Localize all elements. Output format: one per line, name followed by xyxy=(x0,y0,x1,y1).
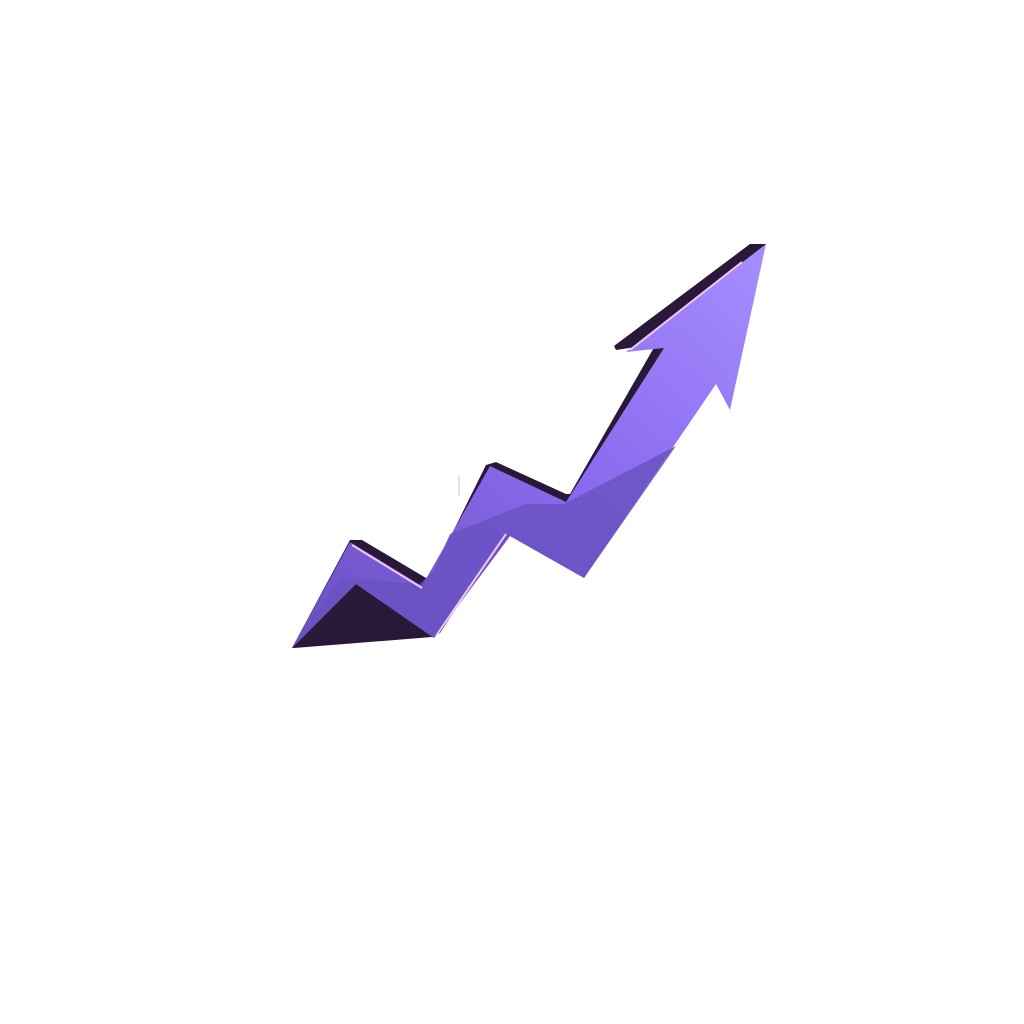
arrow-highlight-edge-2 xyxy=(435,533,507,637)
arrow-shadow-face xyxy=(292,446,676,648)
arrow-face xyxy=(292,244,766,648)
arrow-highlight-edge-3 xyxy=(629,261,743,351)
arrow-highlight-edge xyxy=(351,544,423,589)
